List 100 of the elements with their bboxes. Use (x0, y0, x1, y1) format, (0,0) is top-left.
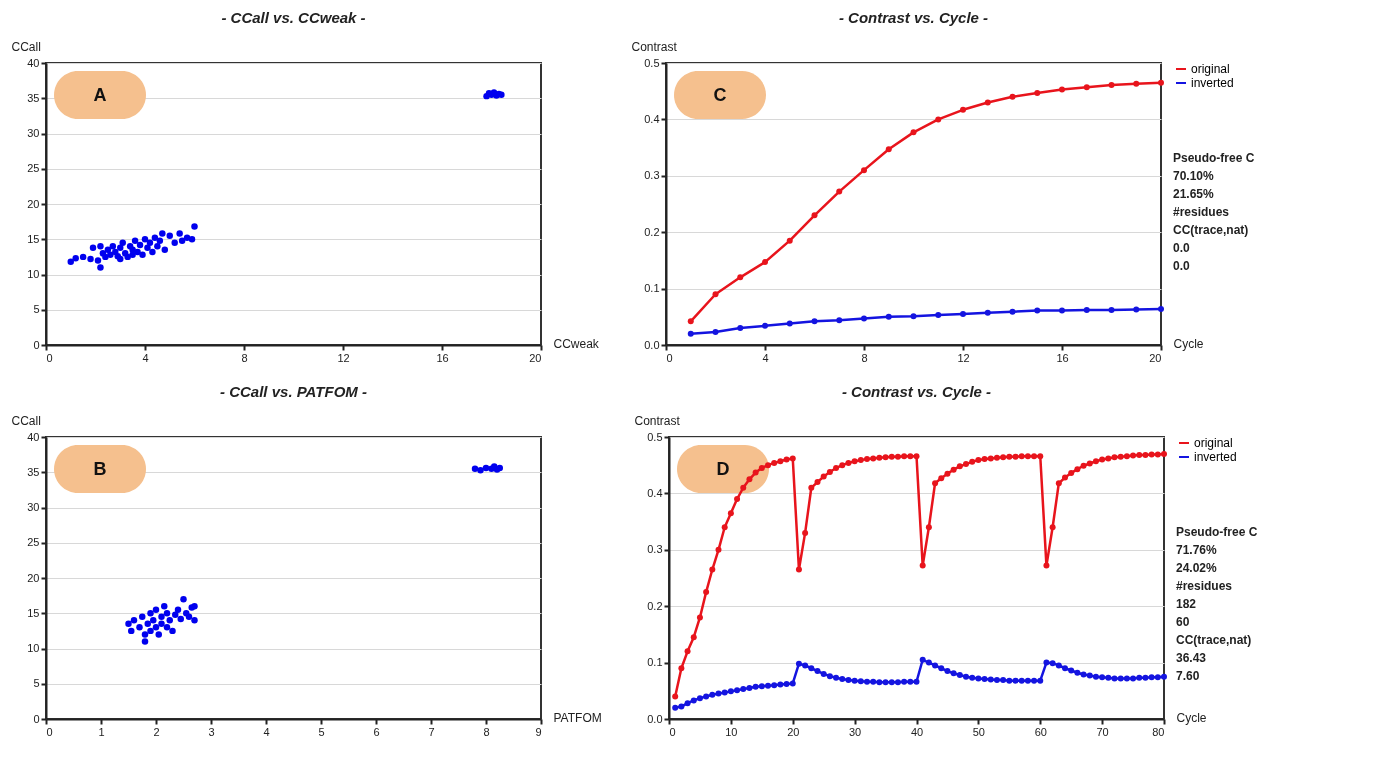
point (786, 237, 793, 244)
point (1034, 307, 1041, 314)
point (131, 237, 139, 244)
point (155, 631, 162, 638)
legend-label: original (1191, 62, 1230, 76)
y-tick-label: 15 (27, 232, 40, 245)
point (161, 246, 169, 254)
point (687, 318, 694, 325)
annotation: C (713, 85, 727, 105)
x-tick-label: 9 (535, 725, 542, 738)
y-tick-label: 35 (27, 465, 40, 478)
point (152, 624, 160, 631)
y-tick-label: 40 (27, 56, 40, 69)
point (163, 624, 171, 631)
point (89, 244, 97, 251)
point (87, 255, 94, 263)
x-tick-label: 60 (1034, 725, 1047, 738)
point (166, 617, 173, 624)
x-tick-label: 30 (849, 725, 862, 738)
y-tick-label: 30 (27, 501, 40, 513)
x-tick-label: 4 (142, 351, 149, 364)
point (178, 237, 186, 244)
point (128, 627, 135, 635)
x-tick-label: 4 (762, 351, 769, 364)
x-tick-label: 0 (46, 351, 53, 364)
y-tick-label: 0.5 (647, 430, 663, 443)
y-tick-label: 15 (27, 606, 40, 619)
point (960, 106, 966, 113)
x-tick-label: 20 (529, 351, 542, 364)
point (737, 274, 744, 281)
point (1059, 307, 1065, 314)
point (1133, 80, 1140, 87)
point (156, 237, 164, 244)
chart-title: - CCall vs. PATFOM - (220, 383, 367, 400)
x-tick-label: 4 (263, 725, 270, 738)
point (836, 317, 843, 324)
y-tick-label: 0 (33, 712, 40, 725)
y-tick-label: 35 (27, 91, 40, 104)
x-tick-label: 12 (337, 351, 350, 364)
text: 70.10% (1173, 169, 1215, 183)
y-tick-label: 0.0 (647, 712, 663, 725)
point (146, 239, 154, 247)
point (861, 167, 867, 174)
x-tick-label: 2 (153, 725, 160, 738)
y-tick-label: 0.2 (644, 225, 660, 238)
text: 36.43 (1176, 651, 1207, 665)
annotation: D (716, 459, 730, 479)
point (477, 466, 484, 474)
point (984, 309, 991, 316)
text: 71.76% (1176, 543, 1218, 557)
point (183, 234, 191, 242)
point (1108, 307, 1115, 314)
point (158, 613, 165, 621)
x-tick-label: 6 (373, 725, 380, 738)
text: 7.60 (1176, 669, 1200, 683)
x-axis-title: Cycle (1176, 710, 1207, 725)
point (154, 243, 161, 250)
y-tick-label: 10 (27, 642, 40, 654)
annotation: B (93, 459, 107, 479)
y-tick-label: 10 (27, 268, 40, 280)
text: Pseudo-free C (1176, 525, 1258, 539)
x-tick-label: 16 (436, 351, 449, 364)
x-tick-label: 5 (318, 725, 325, 738)
point (1158, 305, 1164, 312)
y-tick-label: 20 (27, 571, 40, 584)
point (687, 330, 694, 337)
point (786, 320, 793, 327)
y-tick-label: 30 (27, 127, 40, 139)
x-tick-label: 3 (208, 725, 215, 738)
point (144, 620, 151, 628)
point (163, 610, 171, 617)
y-tick-label: 25 (27, 162, 40, 175)
point (185, 613, 193, 621)
text: #residues (1176, 579, 1233, 593)
chart-title: - Contrast vs. Cycle - (838, 9, 989, 26)
point (836, 188, 843, 195)
point (1108, 82, 1115, 88)
point (94, 257, 102, 264)
point (136, 624, 143, 631)
text: 24.02% (1176, 561, 1218, 575)
x-tick-label: 8 (483, 725, 490, 738)
point (762, 259, 768, 266)
point (119, 239, 126, 247)
y-axis-title: CCall (11, 39, 41, 54)
point (811, 212, 818, 219)
legend-label: inverted (1191, 76, 1234, 90)
point (125, 620, 132, 628)
x-tick-label: 0 (46, 725, 53, 738)
point (141, 638, 149, 645)
point (169, 627, 176, 635)
y-tick-label: 5 (33, 677, 40, 690)
point (109, 243, 117, 250)
point (67, 258, 74, 266)
point (1083, 307, 1090, 314)
y-tick-label: 0.4 (647, 486, 663, 499)
point (97, 243, 104, 250)
point (130, 617, 138, 624)
point (147, 610, 154, 617)
point (712, 329, 719, 336)
point (129, 251, 136, 258)
